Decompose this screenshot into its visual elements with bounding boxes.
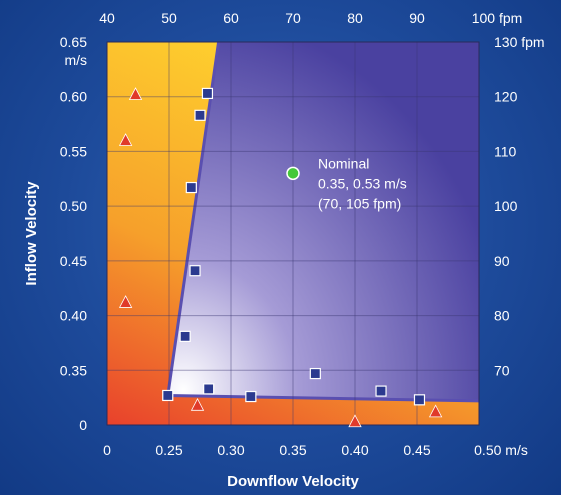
right-tick-label: 100: [494, 198, 518, 214]
y-tick-label: 0.45: [60, 253, 87, 269]
right-tick-label: 130 fpm: [494, 34, 545, 50]
y-tick-label: 0.35: [60, 362, 87, 378]
y-tick-label: 0.65: [60, 34, 87, 50]
square-marker: [309, 367, 321, 380]
x-tick-label: 0.45: [403, 442, 430, 458]
left-boundary-line: [166, 41, 221, 396]
triangle-marker: [118, 133, 133, 146]
triangle-marker: [428, 404, 443, 418]
square-marker: [194, 109, 206, 121]
y-tick-label: 0.60: [60, 89, 87, 105]
y-tick-label: 0.40: [60, 308, 87, 324]
x-tick-label: 0.35: [279, 442, 306, 458]
y-tick-label: 0.50: [60, 198, 87, 214]
x-tick-label: 0: [103, 442, 111, 458]
square-marker: [162, 389, 174, 402]
nominal-label: (70, 105 fpm): [318, 195, 401, 211]
y-unit-label: m/s: [64, 52, 87, 68]
plot-frame: [106, 41, 480, 426]
top-tick-label: 70: [285, 10, 301, 26]
square-marker: [413, 394, 426, 406]
x-tick-label: 0.40: [341, 442, 368, 458]
square-marker: [189, 265, 201, 277]
x-axis-title: Downflow Velocity: [227, 473, 359, 490]
right-tick-label: 110: [494, 143, 517, 159]
x-tick-label: 0.50 m/s: [474, 442, 528, 458]
x-tick-label: 0.25: [155, 442, 182, 458]
top-tick-label: 100 fpm: [472, 10, 523, 26]
y-axis-title: Inflow Velocity: [23, 181, 40, 286]
right-tick-label: 70: [494, 362, 510, 378]
top-tick-label: 80: [347, 10, 363, 26]
top-tick-label: 50: [161, 10, 177, 26]
x-tick-label: 0.30: [217, 442, 244, 458]
right-tick-label: 120: [494, 89, 518, 105]
top-tick-label: 60: [223, 10, 239, 26]
square-marker: [245, 390, 257, 403]
nominal-label: 0.35, 0.53 m/s: [318, 175, 407, 191]
triangle-marker: [190, 397, 205, 411]
square-marker: [185, 181, 197, 194]
triangle-marker: [348, 414, 362, 428]
triangle-marker: [118, 295, 133, 308]
nominal-point: [286, 166, 300, 181]
square-marker: [203, 383, 215, 395]
top-tick-label: 40: [99, 10, 115, 26]
square-marker: [179, 330, 191, 342]
right-tick-label: 90: [494, 253, 510, 269]
y-tick-label: 0.55: [60, 143, 87, 159]
y-tick-label: 0: [79, 417, 87, 433]
top-tick-label: 90: [409, 10, 425, 26]
square-marker: [201, 87, 214, 100]
triangle-marker: [128, 87, 143, 100]
nominal-label: Nominal: [318, 155, 369, 171]
bottom-boundary-line: [167, 393, 480, 403]
right-tick-label: 80: [494, 308, 510, 324]
acceptable-region: [167, 42, 479, 401]
square-marker: [375, 385, 387, 397]
